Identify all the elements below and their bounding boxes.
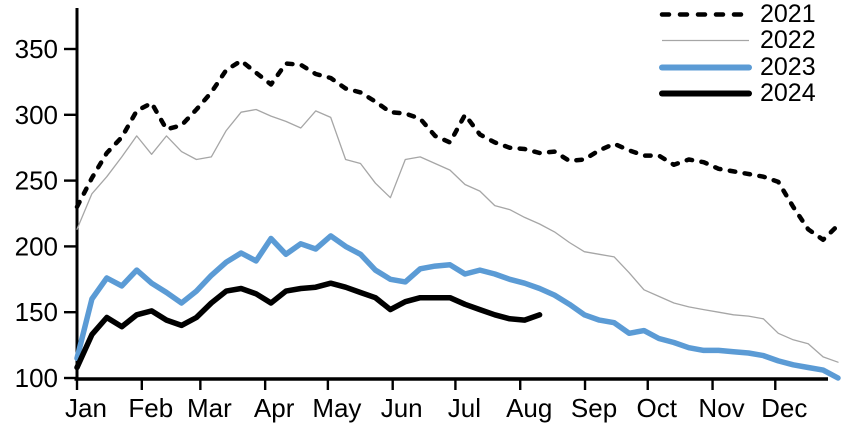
y-tick-label-250: 250 xyxy=(15,166,58,196)
legend-item-2021: 2021 xyxy=(658,1,816,28)
y-tick-label-150: 150 xyxy=(15,297,58,327)
blue-line-swatch-icon xyxy=(659,64,752,71)
y-tick-label-100: 100 xyxy=(15,363,58,393)
x-tick-label-Mar: Mar xyxy=(187,393,232,423)
legend-item-2022: 2022 xyxy=(658,28,816,55)
black-line-swatch-icon xyxy=(659,90,752,97)
x-tick-label-Dec: Dec xyxy=(761,393,807,423)
series-line-2021 xyxy=(74,58,841,243)
dashed-line-swatch-icon xyxy=(659,12,752,17)
x-tick-label-Jul: Jul xyxy=(448,393,481,423)
x-tick-label-Jan: Jan xyxy=(65,393,107,423)
x-tick-label-Feb: Feb xyxy=(128,393,173,423)
legend: 2021 2022 2023 2024 xyxy=(658,1,816,107)
x-tick-label-Apr: Apr xyxy=(254,393,295,423)
x-tick-label-Nov: Nov xyxy=(698,393,744,423)
y-tick-label-200: 200 xyxy=(15,231,58,261)
thin-line-swatch-icon xyxy=(662,40,749,42)
legend-label-2022: 2022 xyxy=(760,26,816,55)
legend-label-2023: 2023 xyxy=(760,52,816,81)
legend-item-2024: 2024 xyxy=(658,81,816,108)
x-tick-label-May: May xyxy=(312,393,361,423)
x-tick-label-Jun: Jun xyxy=(381,393,423,423)
y-tick-label-350: 350 xyxy=(15,34,58,64)
x-tick-label-Sep: Sep xyxy=(571,393,617,423)
y-tick-label-300: 300 xyxy=(15,100,58,130)
x-tick-label-Aug: Aug xyxy=(506,393,552,423)
series-line-2024 xyxy=(74,280,543,371)
series-line-2023 xyxy=(74,233,841,381)
legend-label-2021: 2021 xyxy=(760,0,816,28)
x-tick-label-Oct: Oct xyxy=(637,393,678,423)
series-line-2022 xyxy=(76,108,839,363)
legend-item-2023: 2023 xyxy=(658,54,816,81)
legend-label-2024: 2024 xyxy=(760,79,816,108)
